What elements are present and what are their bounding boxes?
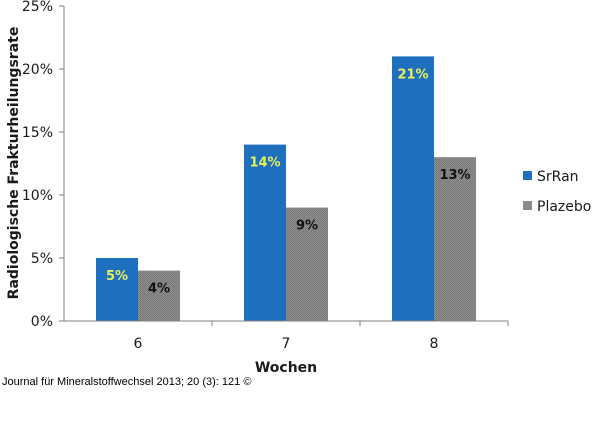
y-tick-label: 0%: [31, 314, 53, 330]
bar-plazebo-7: [286, 207, 328, 321]
x-axis-title: Wochen: [255, 360, 317, 376]
bar-chart: 0% 5% 10% 15% 20% 25% 5% 4% 14% 9% 21% 13% 6 7 8 SrR…: [6, 0, 591, 376]
y-tick-label: 5%: [31, 251, 53, 267]
legend-label-plazebo: Plazebo: [537, 199, 591, 215]
y-tick-label: 25%: [22, 0, 53, 15]
legend-swatch-plazebo: [523, 201, 532, 210]
x-tick-label: 8: [430, 336, 439, 352]
bar-srran-6: [96, 258, 138, 321]
data-label: 5%: [106, 269, 128, 284]
legend-label-srran: SrRan: [537, 169, 579, 185]
legend-swatch-srran: [523, 171, 532, 180]
data-label: 14%: [249, 156, 280, 171]
y-tick-label: 10%: [22, 188, 53, 204]
y-tick-label: 20%: [22, 62, 53, 78]
data-label: 13%: [439, 168, 470, 183]
x-tick-label: 7: [282, 336, 291, 352]
bar-srran-7: [244, 144, 286, 321]
y-axis-title: Radiologische Frakturheilungsrate: [6, 27, 22, 300]
data-label: 9%: [296, 219, 318, 234]
bar-srran-8: [392, 56, 434, 322]
x-tick-label: 6: [134, 336, 143, 352]
bar-plazebo-6: [138, 270, 180, 321]
data-label: 21%: [397, 67, 428, 82]
data-label: 4%: [148, 282, 170, 297]
y-tick-label: 15%: [22, 125, 53, 141]
bar-plazebo-8: [434, 157, 476, 321]
source-caption: Journal für Mineralstoffwechsel 2013; 20…: [2, 376, 252, 388]
